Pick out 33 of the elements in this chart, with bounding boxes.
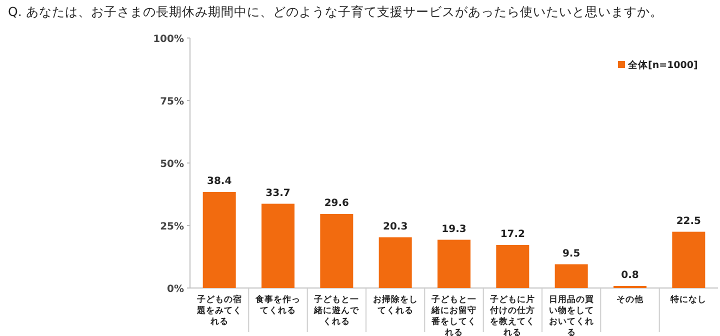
- legend-label: 全体[n=1000]: [627, 59, 698, 71]
- bar: [554, 264, 588, 288]
- data-label: 9.5: [562, 248, 580, 260]
- chart-title: Q. あなたは、お子さまの長期休み期間中に、どのような子育て支援サービスがあったら使いたいと思いますか。: [8, 4, 663, 19]
- data-label: 17.2: [500, 229, 526, 240]
- data-label: 0.8: [621, 270, 639, 281]
- x-tick-label: 食事を作ってくれる: [254, 294, 300, 316]
- bar: [262, 204, 294, 288]
- bar: [438, 240, 470, 288]
- data-label: 29.6: [324, 198, 350, 209]
- y-tick-label: 25%: [160, 222, 184, 232]
- data-label: 38.4: [206, 176, 232, 187]
- data-label: 33.7: [266, 188, 290, 199]
- bar: [202, 192, 236, 288]
- data-label: 20.3: [382, 221, 408, 232]
- data-label: 22.5: [676, 216, 702, 227]
- x-tick-label: 子どもと一緒にお留守番をしてくれる: [430, 294, 476, 336]
- x-tick-label: 子どもと一緒に遊んでくれる: [313, 294, 360, 327]
- x-tick-label: 日用品の買い物をしておいてくれる: [548, 294, 594, 336]
- y-tick-label: 75%: [160, 96, 184, 108]
- y-tick-label: 50%: [160, 159, 184, 170]
- y-tick-label: 0%: [167, 284, 184, 295]
- x-tick-label: 特になし: [670, 294, 707, 305]
- bar: [496, 245, 530, 288]
- y-tick-label: 100%: [153, 34, 184, 45]
- x-tick-label: 子どもの宿題をみてくれる: [196, 294, 242, 327]
- x-tick-label: その他: [616, 294, 644, 305]
- bar: [672, 232, 706, 288]
- data-label: 19.3: [442, 224, 466, 235]
- x-tick-label: お掃除をしてくれる: [372, 294, 418, 316]
- bar: [320, 214, 354, 288]
- bar: [378, 237, 412, 288]
- x-tick-label: 子どもに片付けの仕方を教えてくれる: [489, 294, 536, 336]
